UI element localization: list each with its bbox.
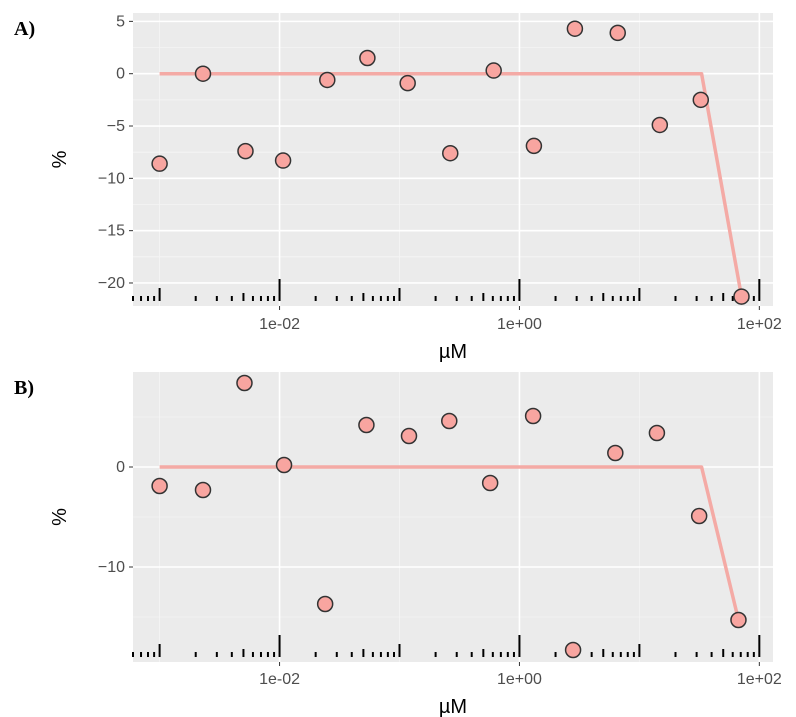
data-point	[730, 611, 747, 629]
panel-b-label: B)	[14, 377, 34, 399]
x-axis-title: µM	[439, 341, 467, 363]
data-point	[236, 374, 253, 392]
data-point	[316, 595, 334, 613]
y-axis-title: %	[49, 508, 71, 526]
data-point	[442, 144, 459, 162]
y-tick-label: 5	[116, 13, 125, 30]
data-point	[441, 412, 458, 430]
data-point	[275, 456, 293, 474]
chart-panel-b: 0 −10 1e-02 1e+00 1e+02 µM%	[49, 372, 782, 717]
data-point	[151, 477, 168, 495]
data-point	[358, 416, 375, 434]
y-tick-label: −10	[98, 170, 125, 187]
fit-line	[159, 71, 744, 297]
data-point	[485, 62, 502, 79]
data-point	[690, 507, 708, 525]
y-tick-label: 0	[116, 66, 125, 83]
data-point	[609, 24, 626, 42]
data-point	[566, 20, 584, 37]
data-point	[564, 641, 582, 659]
data-point	[651, 116, 669, 134]
data-point	[194, 65, 212, 82]
data-point	[359, 49, 376, 67]
data-point	[400, 427, 418, 445]
x-tick-label: 1e+02	[737, 671, 782, 688]
data-point	[194, 481, 212, 499]
data-point	[237, 142, 254, 160]
x-tick-label: 1e+02	[737, 316, 782, 333]
y-axis-title: %	[49, 150, 71, 168]
x-tick-label: 1e+00	[497, 671, 542, 688]
data-point	[648, 424, 666, 442]
data-point	[151, 155, 168, 172]
x-tick-label: 1e-02	[259, 671, 300, 688]
y-tick-label: −10	[98, 559, 125, 576]
y-tick-label: −20	[98, 275, 125, 292]
data-point	[733, 288, 750, 305]
data-point	[399, 74, 416, 92]
panel-a-label: A)	[14, 18, 36, 40]
data-point	[481, 474, 499, 492]
x-tick-label: 1e+00	[497, 316, 542, 333]
fit-line	[159, 465, 741, 621]
y-tick-label: 0	[116, 459, 125, 476]
data-point	[525, 137, 543, 155]
data-point	[692, 91, 710, 109]
x-axis-title: µM	[439, 696, 467, 717]
data-point	[524, 407, 542, 425]
data-point	[607, 444, 624, 462]
y-tick-label: −15	[98, 223, 125, 240]
y-tick-label: −5	[107, 118, 125, 135]
chart-panel-a: 5 0 −5 −10 −15 −20 1e-02 1e+00 1e+02 µM%	[49, 13, 782, 363]
data-point	[319, 71, 336, 89]
x-tick-label: 1e-02	[259, 316, 300, 333]
data-point	[274, 152, 292, 169]
